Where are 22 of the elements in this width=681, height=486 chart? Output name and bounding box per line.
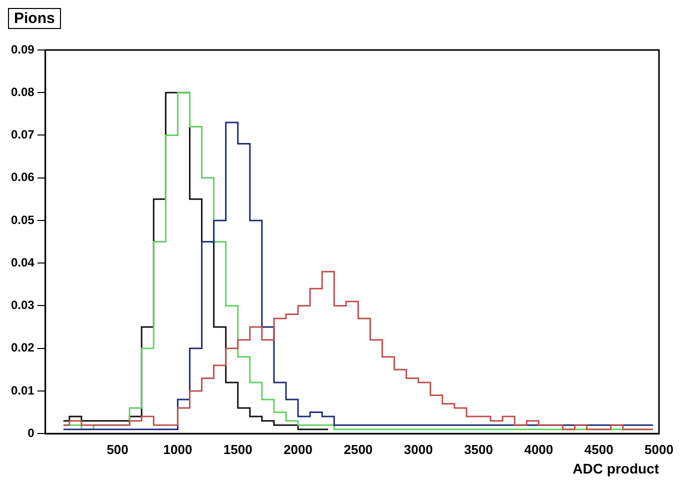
y-tick-label: 0.07 bbox=[10, 128, 35, 142]
y-tick-label: 0.05 bbox=[10, 212, 35, 227]
x-tick-label: 500 bbox=[106, 442, 128, 457]
y-tick-label: 0 bbox=[28, 426, 35, 440]
y-tick-label: 0.03 bbox=[10, 298, 35, 312]
chart-title: Pions bbox=[8, 8, 61, 29]
x-tick-label: 3000 bbox=[404, 442, 433, 457]
x-tick-label: 4000 bbox=[524, 442, 554, 457]
x-tick-label: 2000 bbox=[284, 442, 312, 457]
x-tick-label: 4500 bbox=[584, 442, 614, 457]
y-tick-label: 0.08 bbox=[10, 84, 35, 99]
y-tick-label: 0.04 bbox=[10, 255, 35, 270]
y-tick-label: 0.01 bbox=[10, 383, 35, 398]
y-tick-label: 0.02 bbox=[10, 340, 35, 355]
y-tick-label: 0.09 bbox=[10, 42, 35, 56]
x-tick-label: 3500 bbox=[464, 442, 493, 457]
x-axis-title: ADC product bbox=[572, 460, 660, 476]
x-tick-label: 5000 bbox=[644, 442, 674, 457]
y-tick-label: 0.06 bbox=[10, 170, 35, 184]
x-tick-label: 2500 bbox=[344, 442, 373, 457]
x-tick-label: 1500 bbox=[223, 442, 252, 457]
x-tick-label: 1000 bbox=[163, 442, 192, 457]
